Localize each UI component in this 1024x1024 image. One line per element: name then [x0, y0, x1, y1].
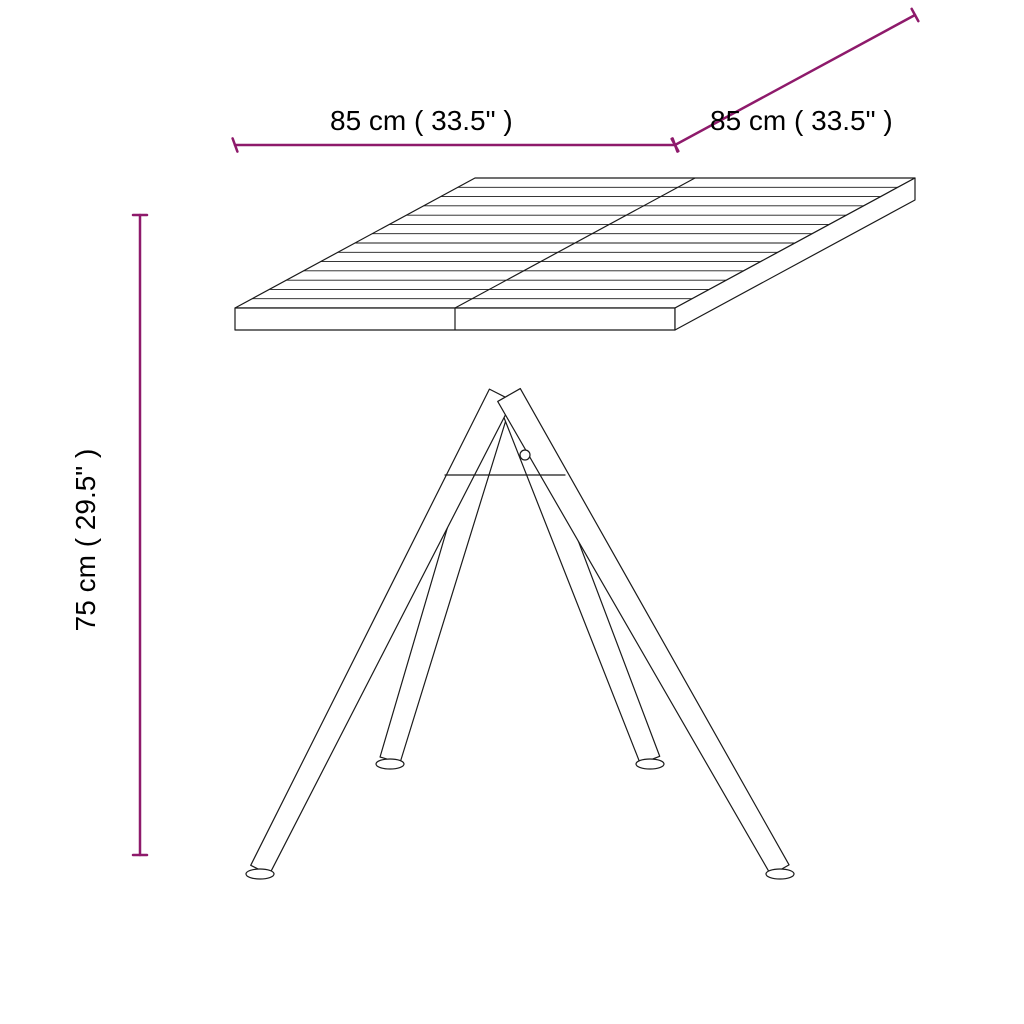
- table-top: [235, 178, 915, 330]
- dimension-height-label: 75 cm ( 29.5" ): [70, 449, 101, 632]
- dimension-depth-label: 85 cm ( 33.5" ): [710, 105, 893, 136]
- table-legs: [246, 389, 794, 879]
- dimension-diagram: 85 cm ( 33.5" ) 85 cm ( 33.5" ) 75 cm ( 29…: [0, 0, 1024, 1024]
- dimension-width-label: 85 cm ( 33.5" ): [330, 105, 513, 136]
